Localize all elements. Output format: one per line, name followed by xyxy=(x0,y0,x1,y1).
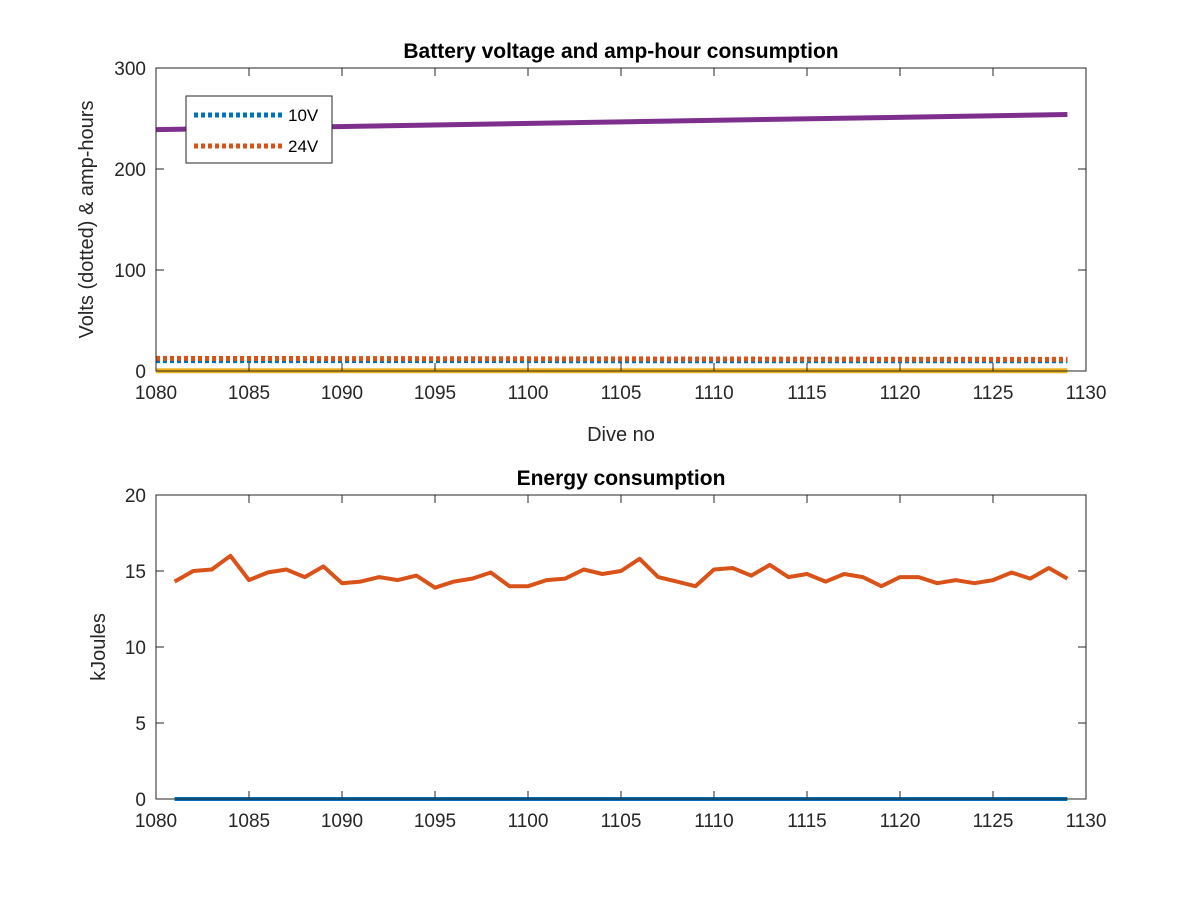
energy-axes: 1080 1085 1090 1095 1100 1105 1110 1115 1120 1125… xyxy=(88,467,1106,832)
x-tick-label: 1130 xyxy=(1066,383,1107,404)
x-tick-label: 1105 xyxy=(601,383,642,404)
y-tick-label: 15 xyxy=(125,562,146,583)
y-tick-label: 0 xyxy=(135,362,146,383)
legend: 10V 24V xyxy=(185,95,333,164)
y-tick-label: 100 xyxy=(114,261,146,282)
energy-chart-title: Energy consumption xyxy=(517,467,726,490)
series-line-0-1 xyxy=(155,355,1068,362)
voltage-chart-title: Battery voltage and amp-hour consumption xyxy=(403,40,838,63)
energy-y-axis-label: kJoules xyxy=(88,613,110,681)
x-tick-label: 1090 xyxy=(321,383,363,404)
x-tick-label: 1085 xyxy=(228,811,270,832)
series-line-1-1 xyxy=(173,553,1069,590)
voltage-x-axis-label: Dive no xyxy=(587,424,655,446)
voltage-axes: 1080 1085 1090 1095 1100 1105 1110 1115 1120 1125… xyxy=(76,40,1106,446)
x-tick-label: 1115 xyxy=(787,811,826,832)
x-tick-label: 1110 xyxy=(694,811,733,832)
x-tick-label: 1115 xyxy=(787,383,826,404)
x-tick-label: 1100 xyxy=(508,383,549,404)
legend-label-24v: 24V xyxy=(288,137,319,156)
y-tick-label: 10 xyxy=(125,638,146,659)
x-tick-label: 1120 xyxy=(880,383,921,404)
legend-box xyxy=(185,95,333,164)
y-tick-label: 300 xyxy=(114,59,146,80)
legend-label-10v: 10V xyxy=(288,106,319,125)
x-tick-label: 1090 xyxy=(321,811,363,832)
x-tick-label: 1110 xyxy=(694,383,733,404)
y-tick-label: 200 xyxy=(114,160,146,181)
x-tick-label: 1125 xyxy=(973,811,1014,832)
voltage-y-axis-label: Volts (dotted) & amp-hours xyxy=(76,101,98,339)
x-tick-label: 1080 xyxy=(135,383,177,404)
x-tick-label: 1085 xyxy=(228,383,270,404)
voltage-ticks: 1080 1085 1090 1095 1100 1105 1110 1115 1120 1125… xyxy=(114,59,1106,404)
x-tick-label: 1080 xyxy=(135,811,177,832)
x-tick-label: 1130 xyxy=(1066,811,1107,832)
x-tick-label: 1095 xyxy=(414,811,456,832)
x-tick-label: 1105 xyxy=(601,811,642,832)
energy-series-layer xyxy=(173,553,1069,801)
x-tick-label: 1095 xyxy=(414,383,456,404)
energy-ticks: 1080 1085 1090 1095 1100 1105 1110 1115 1120 1125… xyxy=(125,486,1107,832)
x-tick-label: 1100 xyxy=(508,811,549,832)
y-tick-label: 5 xyxy=(135,714,146,735)
energy-axes-box xyxy=(155,494,1087,800)
y-tick-label: 0 xyxy=(135,790,146,811)
x-tick-label: 1125 xyxy=(973,383,1014,404)
x-tick-label: 1120 xyxy=(880,811,921,832)
y-tick-label: 20 xyxy=(125,486,146,507)
